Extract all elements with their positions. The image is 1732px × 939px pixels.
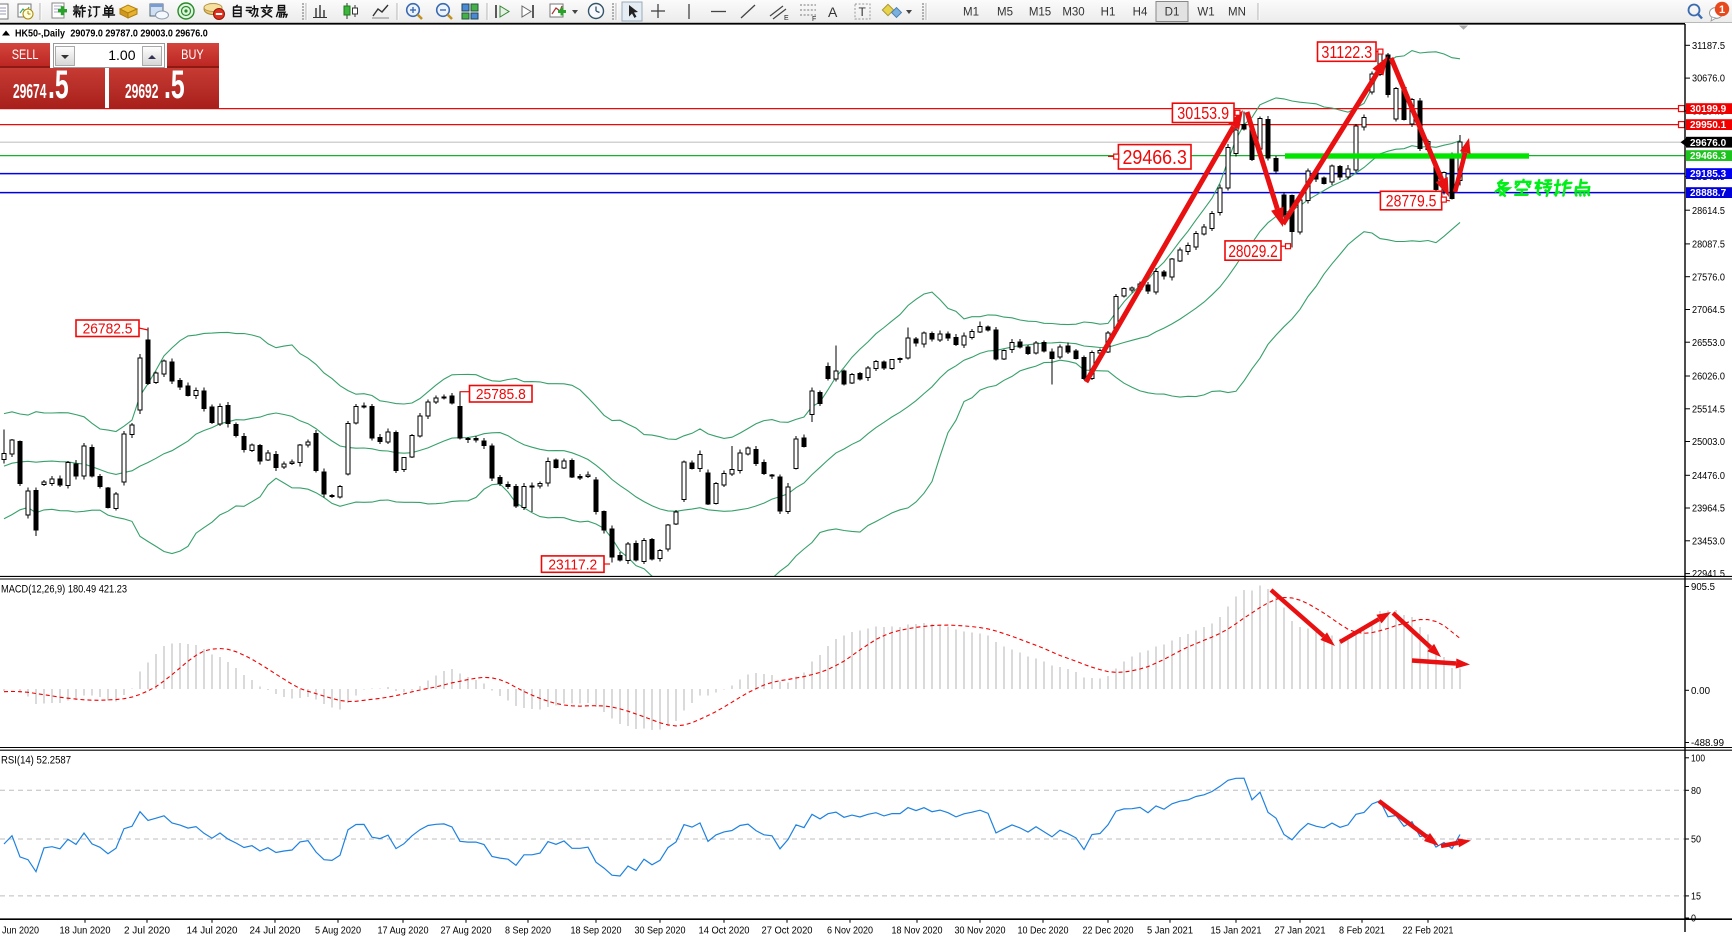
svg-text:80: 80 <box>1691 786 1701 797</box>
svg-text:T: T <box>859 5 867 19</box>
svg-text:26026.0: 26026.0 <box>1692 372 1725 383</box>
svg-text:22 Dec 2020: 22 Dec 2020 <box>1083 926 1134 937</box>
svg-text:31122.3: 31122.3 <box>1321 44 1372 63</box>
svg-text:W1: W1 <box>1197 7 1214 19</box>
svg-text:Jun 2020: Jun 2020 <box>2 926 39 937</box>
svg-text:25514.5: 25514.5 <box>1692 404 1725 415</box>
svg-text:8 Sep 2020: 8 Sep 2020 <box>505 926 551 937</box>
svg-text:M30: M30 <box>1062 7 1084 19</box>
svg-text:23964.5: 23964.5 <box>1692 504 1725 515</box>
svg-text:30199.9: 30199.9 <box>1690 104 1727 115</box>
svg-text:905.5: 905.5 <box>1691 582 1715 593</box>
svg-text:25003.0: 25003.0 <box>1692 437 1725 448</box>
svg-text:24 Jul 2020: 24 Jul 2020 <box>250 926 301 937</box>
svg-text:14 Oct 2020: 14 Oct 2020 <box>699 926 750 937</box>
svg-text:100: 100 <box>1691 753 1705 764</box>
svg-text:28779.5: 28779.5 <box>1386 192 1437 210</box>
svg-text:5 Aug 2020: 5 Aug 2020 <box>315 926 361 937</box>
svg-text:0.00: 0.00 <box>1691 686 1710 697</box>
svg-text:27 Oct 2020: 27 Oct 2020 <box>762 926 813 937</box>
svg-text:15 Jan 2021: 15 Jan 2021 <box>1211 926 1262 937</box>
svg-text:0: 0 <box>1691 914 1696 925</box>
svg-text:26782.5: 26782.5 <box>83 321 133 338</box>
svg-text:18 Jun 2020: 18 Jun 2020 <box>60 926 111 937</box>
svg-text:H4: H4 <box>1133 7 1148 19</box>
svg-text:30153.9: 30153.9 <box>1177 105 1229 124</box>
svg-text:5 Jan 2021: 5 Jan 2021 <box>1147 926 1193 937</box>
svg-text:27 Aug 2020: 27 Aug 2020 <box>441 926 492 937</box>
svg-text:27 Jan 2021: 27 Jan 2021 <box>1275 926 1326 937</box>
svg-text:27576.0: 27576.0 <box>1692 272 1725 283</box>
svg-text:30 Nov 2020: 30 Nov 2020 <box>955 926 1006 937</box>
svg-text:30 Sep 2020: 30 Sep 2020 <box>635 926 686 937</box>
svg-text:-488.99: -488.99 <box>1691 738 1724 749</box>
svg-text:29466.3: 29466.3 <box>1690 151 1727 162</box>
svg-text:D1: D1 <box>1165 7 1180 19</box>
svg-text:17 Aug 2020: 17 Aug 2020 <box>378 926 429 937</box>
svg-text:H1: H1 <box>1101 7 1116 19</box>
svg-text:22941.5: 22941.5 <box>1692 569 1725 580</box>
svg-text:F: F <box>812 16 816 23</box>
svg-text:23117.2: 23117.2 <box>548 557 597 574</box>
svg-text:M1: M1 <box>963 7 979 19</box>
svg-text:29676.0: 29676.0 <box>1690 138 1727 149</box>
svg-text:28087.5: 28087.5 <box>1692 240 1725 251</box>
svg-text:A: A <box>828 4 838 20</box>
svg-text:18 Sep 2020: 18 Sep 2020 <box>571 926 622 937</box>
svg-text:29950.1: 29950.1 <box>1690 120 1727 131</box>
svg-text:2 Jul 2020: 2 Jul 2020 <box>124 926 170 937</box>
svg-text:6 Nov 2020: 6 Nov 2020 <box>827 926 873 937</box>
svg-text:28614.5: 28614.5 <box>1692 206 1725 217</box>
svg-text:28888.7: 28888.7 <box>1690 188 1727 199</box>
svg-text:MN: MN <box>1228 7 1246 19</box>
svg-text:23453.0: 23453.0 <box>1692 536 1725 547</box>
svg-text:24476.0: 24476.0 <box>1692 471 1725 482</box>
svg-text:14 Jul 2020: 14 Jul 2020 <box>187 926 238 937</box>
svg-text:25785.8: 25785.8 <box>476 387 526 404</box>
svg-text:RSI(14) 52.2587: RSI(14) 52.2587 <box>1 755 71 767</box>
svg-text:50: 50 <box>1691 835 1701 846</box>
svg-text:8 Feb 2021: 8 Feb 2021 <box>1339 926 1385 937</box>
svg-text:MACD(12,26,9) 180.49 421.23: MACD(12,26,9) 180.49 421.23 <box>1 584 127 596</box>
svg-text:28029.2: 28029.2 <box>1228 242 1277 261</box>
svg-text:29466.3: 29466.3 <box>1122 147 1186 169</box>
svg-text:22 Feb 2021: 22 Feb 2021 <box>1403 926 1454 937</box>
svg-text:E: E <box>784 15 789 22</box>
svg-text:31187.5: 31187.5 <box>1692 41 1725 52</box>
svg-text:30676.0: 30676.0 <box>1692 74 1725 85</box>
svg-text:29185.3: 29185.3 <box>1690 169 1727 180</box>
svg-text:M5: M5 <box>997 7 1013 19</box>
svg-text:1: 1 <box>1719 4 1725 16</box>
svg-text:M15: M15 <box>1029 7 1051 19</box>
svg-text:26553.0: 26553.0 <box>1692 338 1725 349</box>
svg-text:10 Dec 2020: 10 Dec 2020 <box>1018 926 1069 937</box>
svg-text:15: 15 <box>1691 892 1701 903</box>
svg-text:27064.5: 27064.5 <box>1692 305 1725 316</box>
svg-text:18 Nov 2020: 18 Nov 2020 <box>892 926 943 937</box>
